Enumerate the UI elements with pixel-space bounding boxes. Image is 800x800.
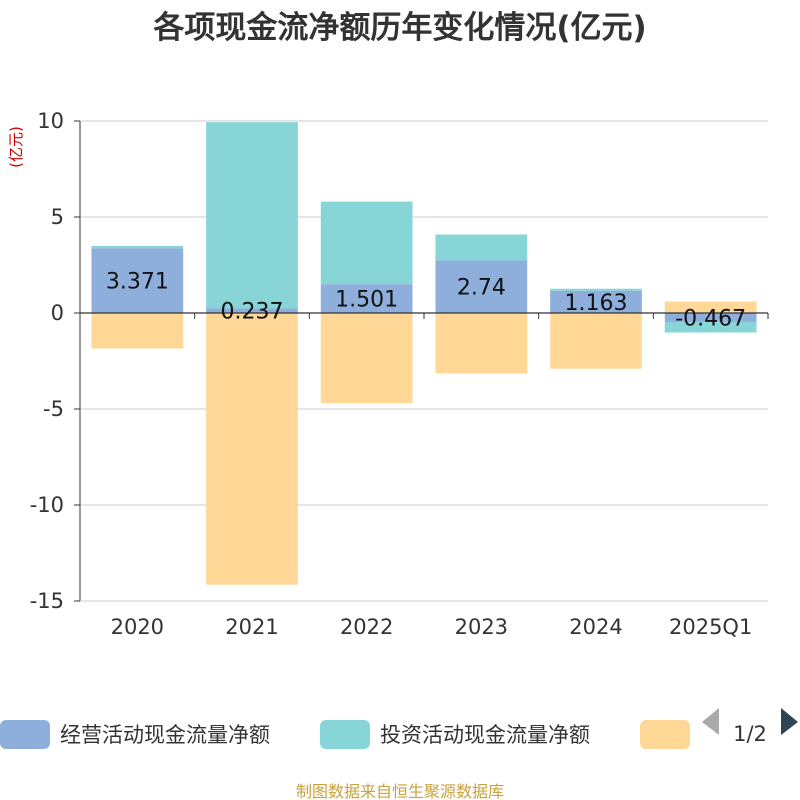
data-label-2021: 0.237 (221, 300, 284, 325)
grid-lines (80, 120, 768, 602)
bar-2024-series-2[interactable] (550, 313, 642, 369)
data-label-2024: 1.163 (565, 291, 628, 316)
axes (79, 121, 769, 602)
bar-2020-series-1[interactable] (91, 245, 184, 249)
data-labels: 3.371 0.237 1.501 2.74 1.163 -0.467 (106, 270, 746, 332)
bar-2023-series-0[interactable] (435, 260, 528, 313)
legend-label-1[interactable]: 投资活动现金流量净额 (380, 723, 590, 747)
pager-prev-icon[interactable] (702, 708, 719, 735)
legend: 经营活动现金流量净额 投资活动现金流量净额 (0, 720, 690, 749)
y-axis-label: (亿元) (7, 126, 25, 168)
y-tick-label: 10 (37, 109, 64, 133)
bar-2025Q1-series-2[interactable] (664, 301, 757, 313)
chart-title: 各项现金流净额历年变化情况(亿元) (152, 10, 646, 46)
data-label-2022: 1.501 (335, 288, 398, 313)
x-tick-label: 2020 (111, 615, 164, 639)
bar-2024-series-1[interactable] (550, 288, 642, 291)
bar-2025Q1-series-1[interactable] (664, 321, 757, 333)
x-axis-ticks: 2020 2021 2022 2023 2024 2025Q1 (111, 615, 753, 639)
data-label-2023: 2.74 (457, 276, 506, 301)
x-tick-label: 2024 (569, 615, 622, 639)
data-label-2025Q1: -0.467 (675, 306, 746, 331)
legend-pager: 1/2 (702, 708, 798, 746)
data-source-note: 制图数据来自恒生聚源数据库 (296, 782, 504, 800)
legend-swatch-0[interactable] (0, 720, 50, 749)
bar-2025Q1-series-0[interactable] (664, 313, 757, 322)
y-tick-label: 0 (51, 301, 64, 325)
x-tick-label: 2025Q1 (669, 615, 752, 639)
bar-2023-series-1[interactable] (435, 234, 528, 261)
data-label-2020: 3.371 (106, 270, 169, 295)
bar-2022-series-2[interactable] (320, 313, 413, 404)
bar-2021-series-2[interactable] (206, 313, 298, 585)
bar-2021-series-0[interactable] (206, 308, 298, 313)
bar-2023-series-2[interactable] (435, 313, 528, 374)
legend-swatch-1[interactable] (320, 720, 370, 749)
pager-next-icon[interactable] (781, 708, 798, 735)
legend-label-0[interactable]: 经营活动现金流量净额 (60, 723, 270, 747)
y-tick-label: -10 (30, 493, 64, 517)
y-tick-label: 5 (51, 205, 64, 229)
bar-2020-series-0[interactable] (91, 248, 184, 313)
x-tick-label: 2022 (340, 615, 393, 639)
y-axis-ticks: 10 5 0 -5 -10 -15 (30, 109, 80, 613)
bar-2022-series-0[interactable] (320, 284, 413, 313)
x-tick-label: 2023 (455, 615, 508, 639)
y-tick-label: -5 (43, 397, 64, 421)
legend-swatch-2[interactable] (640, 720, 690, 749)
bar-2020-series-2[interactable] (91, 313, 184, 349)
y-tick-label: -15 (30, 589, 64, 613)
bars (91, 122, 757, 585)
bar-2022-series-1[interactable] (320, 201, 413, 285)
bar-2021-series-1[interactable] (206, 122, 298, 309)
pager-status: 1/2 (733, 722, 767, 746)
bar-2024-series-0[interactable] (550, 290, 642, 313)
x-tick-label: 2021 (225, 615, 278, 639)
